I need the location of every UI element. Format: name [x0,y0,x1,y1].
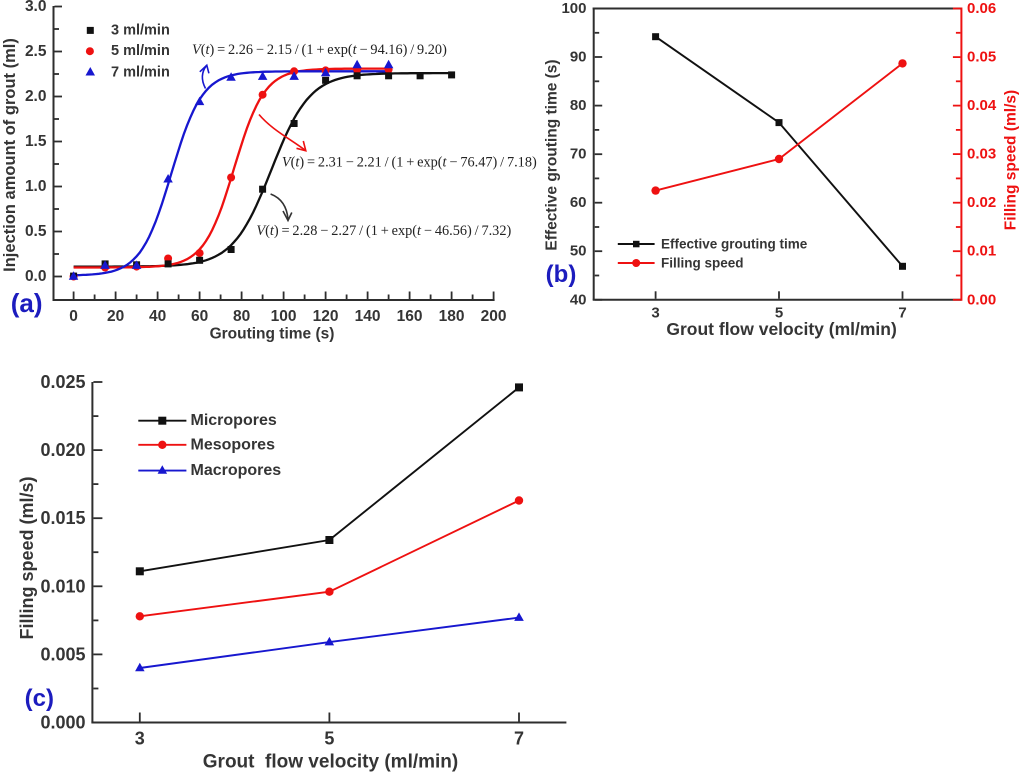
svg-text:100: 100 [271,308,297,325]
svg-text:V(t) = 2.28 − 2.27 / (1 + exp(: V(t) = 2.28 − 2.27 / (1 + exp(t − 46.56)… [256,223,511,239]
svg-text:0: 0 [69,308,78,325]
svg-text:5 ml/min: 5 ml/min [111,43,170,59]
svg-text:1.0: 1.0 [25,178,47,195]
svg-text:2.0: 2.0 [25,88,47,105]
svg-text:0.04: 0.04 [967,97,997,114]
svg-text:Grouting time (s): Grouting time (s) [210,326,335,343]
svg-text:Grout flow velocity (ml/min): Grout flow velocity (ml/min) [666,319,896,339]
svg-text:(c): (c) [25,685,54,712]
svg-text:50: 50 [570,243,587,260]
svg-text:Effective grouting time (s): Effective grouting time (s) [544,59,561,250]
svg-text:0.000: 0.000 [40,713,85,733]
svg-text:V(t) = 2.31 − 2.21 / (1 + exp(: V(t) = 2.31 − 2.21 / (1 + exp(t − 76.47)… [282,155,537,171]
svg-text:20: 20 [107,308,124,325]
svg-text:0.5: 0.5 [25,223,47,240]
svg-text:0.015: 0.015 [40,508,85,528]
svg-text:3 ml/min: 3 ml/min [111,22,170,38]
svg-text:40: 40 [149,308,166,325]
svg-text:5: 5 [775,305,783,322]
svg-text:7: 7 [514,729,524,749]
svg-text:Filling speed (ml/s): Filling speed (ml/s) [1003,90,1020,230]
svg-text:(b): (b) [546,261,577,288]
svg-text:0.03: 0.03 [967,146,996,163]
svg-text:V(t) = 2.26 − 2.15 / (1 + exp(: V(t) = 2.26 − 2.15 / (1 + exp(t − 94.16)… [192,42,447,58]
svg-text:0.01: 0.01 [967,243,996,260]
svg-text:0.005: 0.005 [40,644,85,664]
svg-text:Filling speed (ml/s): Filling speed (ml/s) [17,476,37,639]
svg-text:5: 5 [324,729,334,749]
svg-text:7 ml/min: 7 ml/min [111,64,170,80]
svg-text:Effective grouting time: Effective grouting time [661,237,808,252]
svg-text:120: 120 [313,308,339,325]
svg-text:180: 180 [439,308,465,325]
svg-text:100: 100 [561,0,586,17]
svg-text:2.5: 2.5 [25,43,47,60]
svg-text:0.05: 0.05 [967,49,996,66]
svg-text:Injection amount of grout (ml): Injection amount of grout (ml) [1,38,19,272]
svg-text:90: 90 [570,49,587,66]
svg-text:160: 160 [397,308,423,325]
svg-text:80: 80 [570,97,587,114]
svg-text:Mesopores: Mesopores [191,436,276,453]
svg-text:Macropores: Macropores [191,462,282,479]
svg-text:70: 70 [570,146,587,163]
svg-text:200: 200 [481,308,507,325]
svg-text:60: 60 [570,194,587,211]
svg-text:3.0: 3.0 [25,0,47,15]
svg-text:3: 3 [651,305,659,322]
svg-text:0.02: 0.02 [967,194,996,211]
svg-text:0.06: 0.06 [967,0,996,17]
svg-text:80: 80 [233,308,250,325]
svg-text:1.5: 1.5 [25,133,47,150]
svg-text:0.020: 0.020 [40,440,85,460]
svg-text:Grout flow velocity (ml/min): Grout flow velocity (ml/min) [203,752,458,773]
svg-text:Micropores: Micropores [191,412,277,429]
svg-text:40: 40 [570,291,587,308]
svg-text:0.00: 0.00 [967,291,996,308]
svg-text:0.0: 0.0 [25,268,47,285]
svg-text:0.025: 0.025 [40,372,85,392]
svg-text:0.010: 0.010 [40,576,85,596]
svg-text:140: 140 [355,308,381,325]
svg-text:(a): (a) [11,288,43,318]
svg-text:3: 3 [135,729,145,749]
svg-text:7: 7 [898,305,906,322]
svg-text:Filling speed: Filling speed [661,256,744,271]
svg-text:60: 60 [191,308,208,325]
